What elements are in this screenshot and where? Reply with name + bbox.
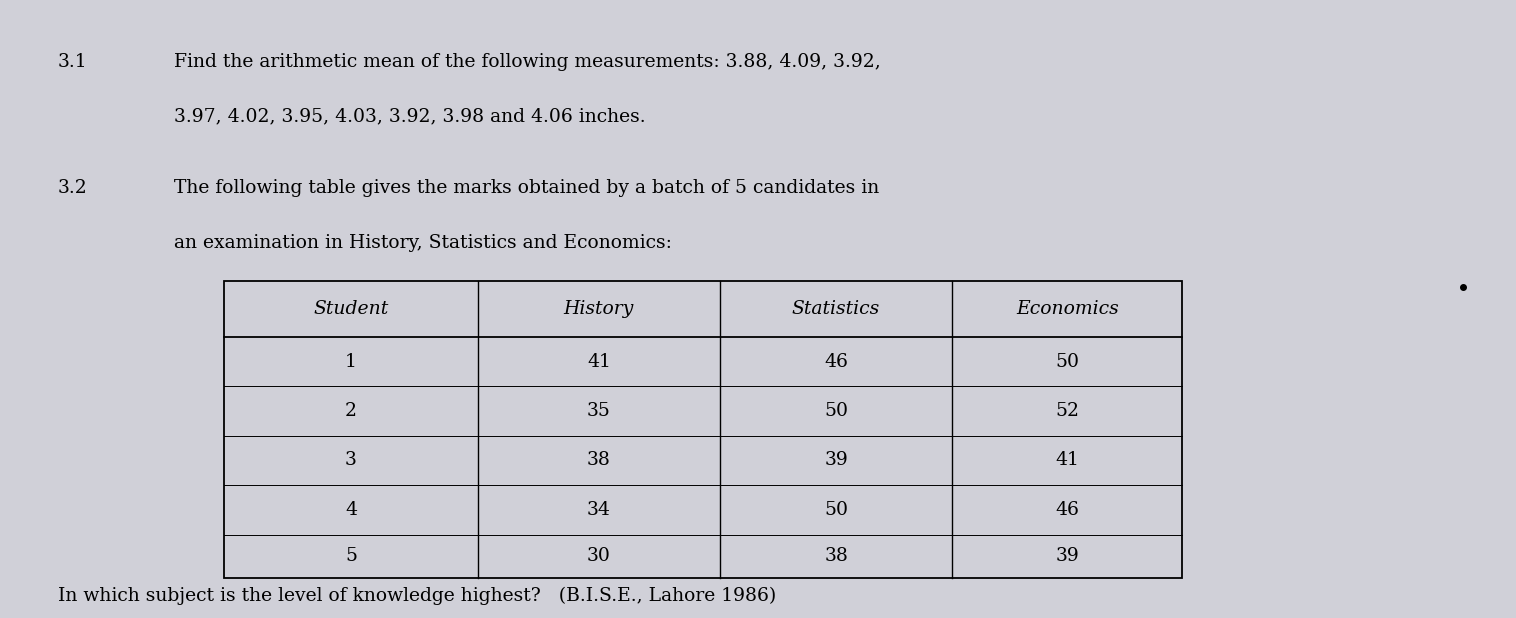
Text: Find the arithmetic mean of the following measurements: 3.88, 4.09, 3.92,: Find the arithmetic mean of the followin… [174, 53, 881, 70]
Text: 50: 50 [825, 402, 847, 420]
Text: 52: 52 [1055, 402, 1079, 420]
Text: In which subject is the level of knowledge highest?   (B.I.S.E., Lahore 1986): In which subject is the level of knowled… [58, 587, 776, 606]
Bar [224, 281, 1182, 578]
Text: 34: 34 [587, 501, 611, 519]
Text: 46: 46 [825, 352, 847, 371]
Text: 38: 38 [825, 547, 847, 565]
Text: 30: 30 [587, 547, 611, 565]
Text: 2: 2 [346, 402, 356, 420]
Text: 41: 41 [587, 352, 611, 371]
Text: Statistics: Statistics [791, 300, 881, 318]
Text: 39: 39 [1055, 547, 1079, 565]
Text: 4: 4 [346, 501, 356, 519]
Text: Economics: Economics [1016, 300, 1119, 318]
Text: 3.2: 3.2 [58, 179, 88, 197]
Text: 50: 50 [1055, 352, 1079, 371]
Text: 1: 1 [346, 352, 356, 371]
Text: The following table gives the marks obtained by a batch of 5 candidates in: The following table gives the marks obta… [174, 179, 879, 197]
Text: 39: 39 [825, 451, 847, 470]
Text: History: History [564, 300, 634, 318]
Text: 3.1: 3.1 [58, 53, 88, 70]
Text: an examination in History, Statistics and Economics:: an examination in History, Statistics an… [174, 234, 672, 252]
Text: 41: 41 [1055, 451, 1079, 470]
Text: 3: 3 [346, 451, 356, 470]
Text: 46: 46 [1055, 501, 1079, 519]
Text: 35: 35 [587, 402, 611, 420]
Text: 3.97, 4.02, 3.95, 4.03, 3.92, 3.98 and 4.06 inches.: 3.97, 4.02, 3.95, 4.03, 3.92, 3.98 and 4… [174, 107, 646, 125]
Text: 50: 50 [825, 501, 847, 519]
Text: Student: Student [314, 300, 388, 318]
Text: 38: 38 [587, 451, 611, 470]
Text: 5: 5 [346, 547, 356, 565]
